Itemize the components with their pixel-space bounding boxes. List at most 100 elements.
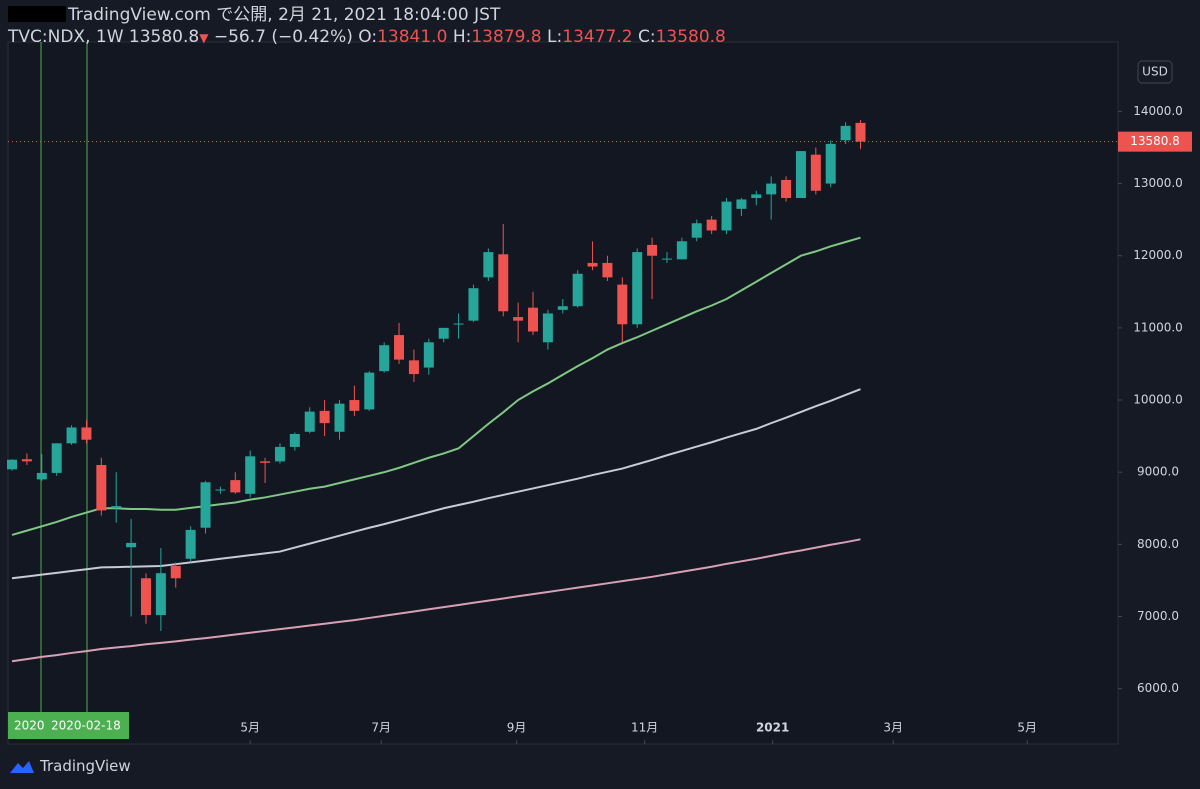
currency[interactable]: USD — [1142, 65, 1168, 79]
y-tick-label: 8000.0 — [1137, 537, 1179, 551]
close: 13580.8 — [655, 27, 726, 47]
last: 13580.8 — [128, 27, 200, 47]
candle-body — [230, 480, 241, 493]
change: −56.7 (−0.42%) — [213, 27, 353, 47]
candle-body — [453, 323, 464, 325]
crosshair-label: 2020-02-18 — [51, 719, 121, 733]
candle-body — [423, 342, 434, 368]
x-tick-label: 9月 — [507, 721, 527, 735]
symbol: TVC:NDX, 1W — [8, 27, 124, 47]
x-tick-label: 7月 — [371, 721, 391, 735]
price-label-box — [1118, 131, 1192, 152]
header-line: TVC:NDX, 1W 13580.8▼ −56.7 (−0.42%) O:13… — [8, 26, 726, 49]
candle-body — [691, 223, 702, 238]
arrow: ▼ — [199, 31, 209, 45]
candle-body — [111, 506, 122, 509]
candle-body — [632, 252, 643, 325]
h-label: H: — [452, 27, 472, 47]
y-tick-label: 12000.0 — [1133, 248, 1183, 262]
candle-body — [364, 372, 375, 410]
moving-average — [11, 538, 861, 663]
candle-body — [51, 443, 62, 473]
candle-body — [200, 482, 211, 528]
candle-body — [825, 143, 836, 184]
candle-body — [140, 578, 151, 616]
candle-body — [647, 244, 658, 256]
logo: TradingView — [8, 757, 131, 775]
candle-body — [274, 446, 285, 462]
candle-body — [408, 360, 419, 375]
candle-body — [751, 194, 762, 198]
published: TradingView.com で公開, 2月 21, 2021 18:04:0… — [68, 5, 501, 25]
candle-body — [557, 306, 568, 310]
candle-body — [304, 411, 315, 432]
candle-body — [319, 410, 330, 424]
y-tick-label: 10000.0 — [1133, 393, 1183, 407]
currency-button[interactable] — [1137, 60, 1173, 84]
price-label: 13580.8 — [1130, 134, 1180, 148]
candle-body — [602, 262, 613, 278]
candle-body — [245, 456, 256, 494]
candle-body — [36, 472, 47, 480]
low: 13477.2 — [562, 27, 633, 47]
candle-body — [438, 327, 449, 339]
x-tick-label: 5月 — [240, 721, 260, 735]
logo-icon — [10, 761, 34, 773]
y-tick-label: 14000.0 — [1133, 104, 1183, 118]
candle-body — [81, 427, 92, 440]
candle-body — [215, 489, 226, 491]
candle-body — [21, 459, 32, 462]
candle-body — [721, 201, 732, 231]
x-tick-label: 11月 — [631, 721, 658, 735]
x-tick-label: 5月 — [1017, 721, 1037, 735]
candle-body — [483, 252, 494, 278]
candle-body — [260, 461, 271, 463]
open: 13841.0 — [377, 27, 448, 47]
y-tick-label: 13000.0 — [1133, 176, 1183, 190]
redacted — [8, 6, 66, 22]
y-tick-label: 7000.0 — [1137, 609, 1179, 623]
candle-body — [795, 151, 806, 198]
header: TradingView.com で公開, 2月 21, 2021 18:04:0… — [8, 4, 726, 49]
l-label: L: — [547, 27, 563, 47]
candle-body — [7, 459, 18, 470]
candle-body — [379, 345, 390, 372]
candle-body — [840, 125, 851, 141]
candle-body — [766, 183, 777, 195]
candle-body — [96, 464, 107, 511]
candle-body — [334, 403, 345, 432]
candle-body — [185, 529, 196, 559]
crosshair-label: 2020 — [14, 719, 45, 733]
high: 13879.8 — [471, 27, 542, 47]
candle-body — [66, 427, 77, 444]
candle-body — [736, 199, 747, 209]
y-tick-label: 6000.0 — [1137, 681, 1179, 695]
candle-body — [855, 122, 866, 142]
crosshair-label-box — [8, 712, 46, 739]
candle-body — [587, 262, 598, 267]
candle-body — [289, 433, 300, 447]
y-tick-label: 9000.0 — [1137, 465, 1179, 479]
candle-body — [513, 317, 524, 321]
moving-average — [11, 236, 861, 536]
candle-body — [661, 258, 672, 260]
candle-body — [676, 241, 687, 260]
candle-body — [126, 542, 137, 548]
crosshair-label-box — [45, 712, 129, 739]
candle-body — [170, 565, 181, 579]
plot: 6000.0 7000.0 8000.0 9000.0 10000.0 11000.0 12… — [7, 104, 1192, 744]
c-label: C: — [637, 27, 656, 47]
candle-body — [528, 307, 539, 332]
candle-body — [781, 179, 792, 198]
header-line: TradingView.com で公開, 2月 21, 2021 18:04:0… — [8, 4, 726, 26]
y-tick-label: 11000.0 — [1133, 320, 1183, 334]
x-tick-label: 3月 — [883, 721, 903, 735]
x-tick-label: 2021 — [756, 721, 789, 735]
candle-body — [617, 284, 628, 325]
candle-body — [468, 288, 479, 321]
candle-body — [542, 313, 553, 343]
plot-area — [7, 41, 1119, 745]
logo-text: TradingView — [40, 757, 131, 775]
